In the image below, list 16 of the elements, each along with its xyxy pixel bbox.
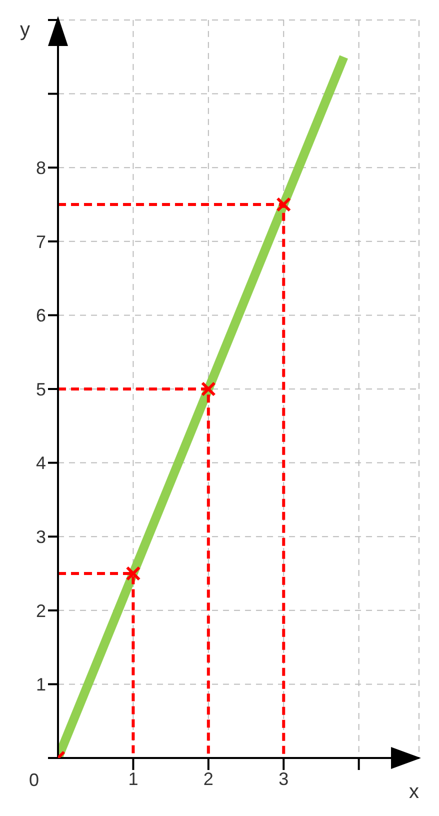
y-tick-label: 8 — [36, 158, 46, 178]
x-axis-title: x — [409, 781, 419, 803]
x-tick-label: 2 — [203, 768, 214, 789]
y-tick-label: 1 — [36, 674, 46, 695]
annotation: 0 — [28, 770, 40, 790]
y-tick-label: 5 — [36, 379, 46, 400]
y-tick-label: 2 — [36, 600, 46, 621]
point — [200, 382, 216, 396]
x-tick-label: 3 — [278, 768, 289, 789]
y-tick-label: 3 — [36, 526, 46, 547]
y-tick-label: 6 — [36, 306, 46, 326]
y-tick-label: 7 — [36, 232, 46, 252]
y-axis-title: y — [20, 19, 30, 42]
point — [276, 197, 292, 212]
y-tick-label: 4 — [36, 453, 46, 474]
x-tick-label: 1 — [128, 768, 138, 789]
